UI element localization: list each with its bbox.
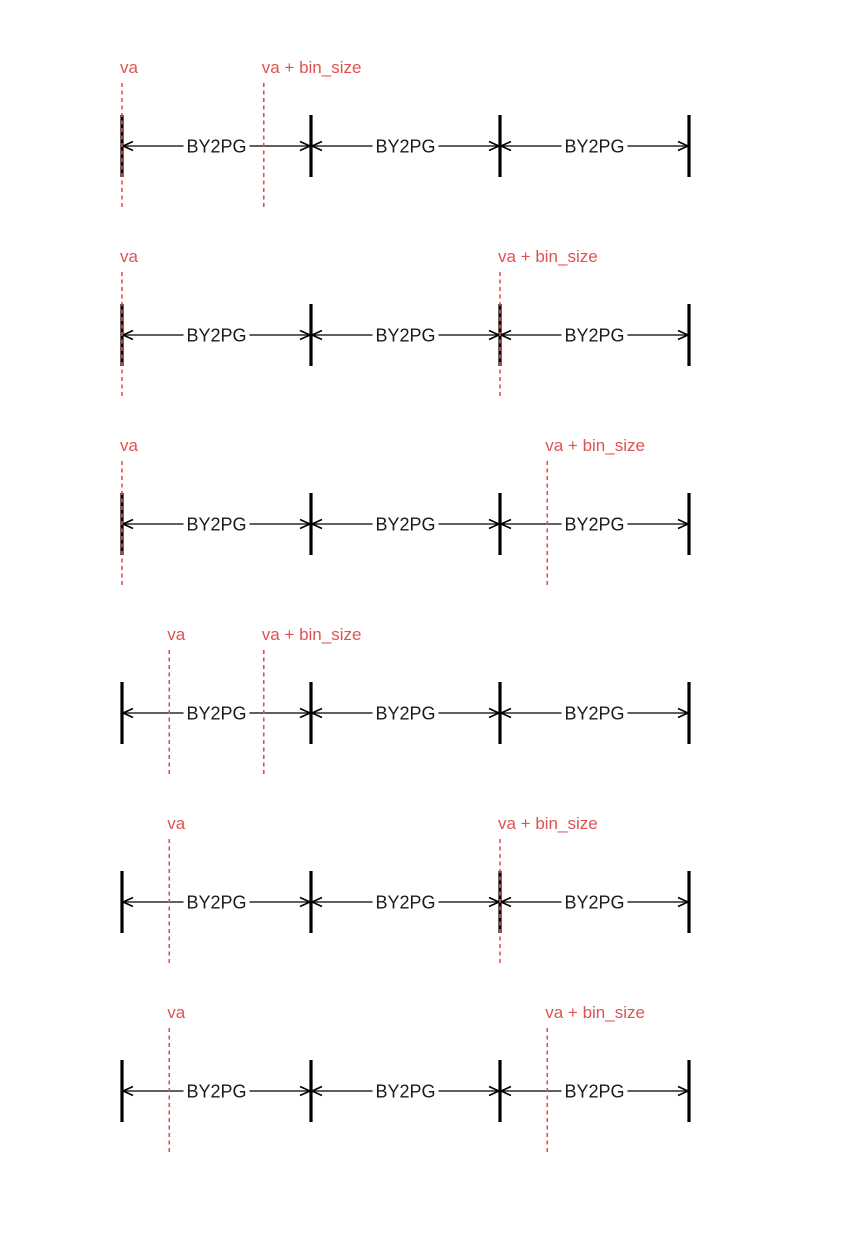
label-backdrop [372, 1080, 439, 1102]
page-size-label: BY2PG [186, 704, 246, 724]
page-size-label: BY2PG [564, 515, 624, 535]
va-label: va [120, 247, 139, 266]
label-backdrop [561, 702, 628, 724]
page-size-label: BY2PG [375, 1082, 435, 1102]
bin-end-label: va + bin_size [545, 1003, 645, 1022]
label-backdrop [372, 324, 439, 346]
label-backdrop [372, 891, 439, 913]
bin-end-label: va + bin_size [262, 625, 362, 644]
va-label: va [120, 58, 139, 77]
page-size-label: BY2PG [375, 326, 435, 346]
bin-end-label: va + bin_size [545, 436, 645, 455]
page-size-label: BY2PG [564, 704, 624, 724]
label-backdrop [561, 324, 628, 346]
diagram-row: BY2PG BY2PG BY2PG va va + bin_size [120, 625, 691, 776]
page-size-label: BY2PG [375, 893, 435, 913]
va-label: va [120, 436, 139, 455]
page-size-label: BY2PG [375, 704, 435, 724]
va-label: va [167, 1003, 186, 1022]
label-backdrop [183, 702, 250, 724]
label-backdrop [183, 513, 250, 535]
label-backdrop [183, 891, 250, 913]
bin-end-label: va + bin_size [498, 814, 598, 833]
diagram-row: BY2PG BY2PG BY2PG va va + bin_size [120, 814, 691, 965]
va-label: va [167, 814, 186, 833]
label-backdrop [561, 1080, 628, 1102]
page-size-label: BY2PG [375, 515, 435, 535]
label-backdrop [183, 324, 250, 346]
page-size-label: BY2PG [564, 326, 624, 346]
diagram-row: BY2PG BY2PG BY2PG va va + bin_size [120, 58, 691, 209]
label-backdrop [561, 513, 628, 535]
label-backdrop [372, 513, 439, 535]
label-backdrop [183, 1080, 250, 1102]
page-size-label: BY2PG [186, 1082, 246, 1102]
page-size-label: BY2PG [564, 1082, 624, 1102]
diagram-row: BY2PG BY2PG BY2PG va va + bin_size [120, 247, 691, 398]
page-size-label: BY2PG [186, 893, 246, 913]
label-backdrop [372, 135, 439, 157]
label-backdrop [372, 702, 439, 724]
page-size-label: BY2PG [564, 137, 624, 157]
bin-end-label: va + bin_size [262, 58, 362, 77]
page-size-label: BY2PG [375, 137, 435, 157]
label-backdrop [561, 891, 628, 913]
page-size-label: BY2PG [564, 893, 624, 913]
label-backdrop [183, 135, 250, 157]
label-backdrop [561, 135, 628, 157]
page-size-label: BY2PG [186, 326, 246, 346]
page-size-label: BY2PG [186, 515, 246, 535]
va-label: va [167, 625, 186, 644]
diagram-row: BY2PG BY2PG BY2PG va va + bin_size [120, 1003, 691, 1154]
diagram-row: BY2PG BY2PG BY2PG va va + bin_size [120, 436, 691, 587]
bin-end-label: va + bin_size [498, 247, 598, 266]
page-size-label: BY2PG [186, 137, 246, 157]
